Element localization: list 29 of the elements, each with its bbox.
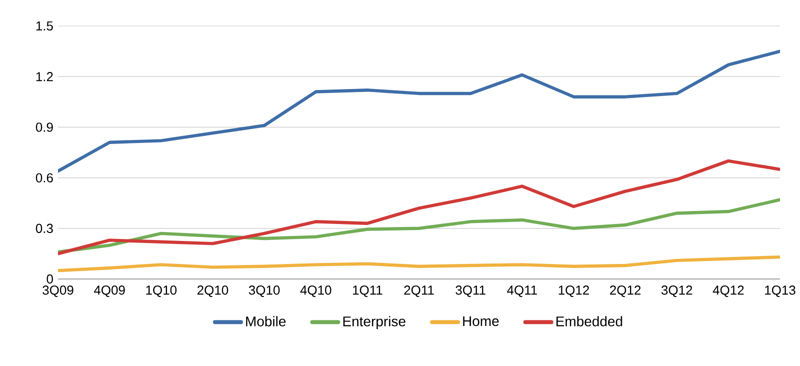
x-tick-label: 1Q13 [765, 286, 796, 298]
y-tick-label: 0.3 [36, 224, 53, 233]
x-tick-label: 3Q09 [42, 286, 74, 298]
legend-label: Enterprise [343, 316, 406, 330]
x-tick-label: 2Q10 [197, 286, 228, 298]
line-series [58, 50, 780, 173]
x-tick-label: 3Q10 [248, 286, 280, 298]
line-series [58, 255, 780, 272]
x-tick-label: 4Q11 [507, 286, 537, 298]
y-tick-label: 0 [46, 274, 53, 284]
x-tick-label: 4Q12 [712, 286, 744, 298]
x-tick-label: 4Q10 [300, 286, 332, 298]
y-tick-label: 1.5 [36, 21, 53, 31]
line-series [58, 159, 780, 256]
y-tick-label: 0.6 [36, 173, 53, 182]
y-tick-label: 0.9 [36, 122, 53, 132]
line-series [58, 198, 780, 254]
x-tick-label: 1Q11 [353, 286, 382, 298]
y-tick-label: 1.2 [36, 72, 53, 82]
x-tick-label: 1Q10 [146, 286, 177, 298]
x-tick-label: 1Q12 [558, 286, 589, 298]
x-tick-label: 4Q09 [94, 286, 125, 298]
x-tick-label: 3Q11 [456, 286, 486, 298]
legend-label: Home [463, 316, 499, 326]
x-tick-label: 3Q12 [661, 286, 692, 298]
x-tick-label: 2Q12 [610, 286, 641, 298]
legend-label: Mobile [246, 316, 286, 326]
x-tick-label: 2Q11 [404, 286, 434, 298]
legend-label: Embedded [556, 316, 622, 326]
